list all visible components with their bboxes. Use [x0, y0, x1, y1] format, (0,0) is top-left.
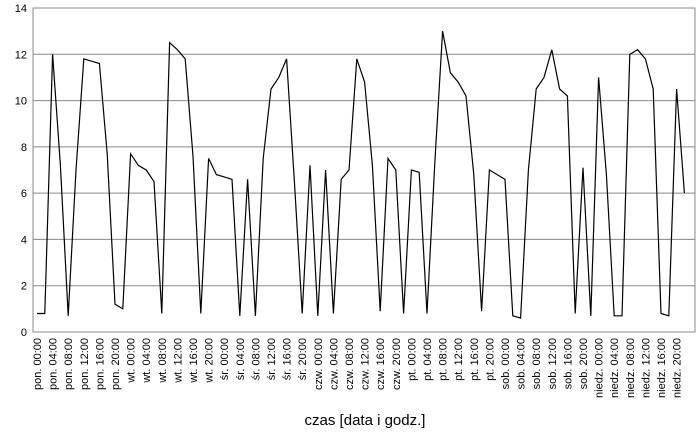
x-tick-label: wt. 00:00 — [126, 338, 138, 384]
x-tick-label: pt. 20:00 — [484, 338, 496, 381]
x-tick-label: sob. 12:00 — [547, 338, 559, 389]
x-tick-label: pon. 08:00 — [63, 338, 75, 390]
x-tick-label: wt. 20:00 — [204, 338, 216, 384]
x-tick-label: czw. 00:00 — [313, 338, 325, 390]
x-tick-label: pon. 00:00 — [32, 338, 44, 390]
x-tick-label: pon. 12:00 — [79, 338, 91, 390]
x-tick-label: niedz. 04:00 — [609, 338, 621, 398]
y-tick-label: 0 — [21, 327, 27, 339]
x-tick-label: czw. 04:00 — [328, 338, 340, 390]
x-tick-label: czw. 08:00 — [344, 338, 356, 390]
x-tick-label: pon. 16:00 — [94, 338, 106, 390]
x-tick-label: pon. 20:00 — [110, 338, 122, 390]
x-axis-label: czas [data i godz.] — [305, 412, 426, 429]
x-tick-label: wt. 16:00 — [188, 338, 200, 384]
x-tick-label: pt. 04:00 — [422, 338, 434, 381]
y-tick-label: 2 — [21, 281, 27, 293]
x-tick-label: wt. 04:00 — [141, 338, 153, 384]
y-tick-label: 10 — [15, 96, 27, 108]
x-tick-label: sob. 00:00 — [500, 338, 512, 389]
x-tick-label: wt. 08:00 — [157, 338, 169, 384]
x-tick-label: sob. 04:00 — [516, 338, 528, 389]
x-tick-label: śr. 20:00 — [297, 338, 309, 380]
x-tick-label: czw. 12:00 — [360, 338, 372, 390]
y-tick-label: 4 — [21, 234, 27, 246]
y-tick-label: 12 — [15, 49, 27, 61]
x-tick-label: niedz. 20:00 — [672, 338, 684, 398]
x-tick-label: sob. 08:00 — [531, 338, 543, 389]
x-tick-label: czw. 20:00 — [391, 338, 403, 390]
y-tick-label: 6 — [21, 188, 27, 200]
x-tick-label: śr. 12:00 — [266, 338, 278, 380]
x-tick-label: pt. 12:00 — [453, 338, 465, 381]
x-tick-label: niedz. 08:00 — [625, 338, 637, 398]
x-tick-label: pt. 00:00 — [406, 338, 418, 381]
x-tick-label: śr. 08:00 — [250, 338, 262, 380]
x-tick-label: sob. 20:00 — [578, 338, 590, 389]
x-tick-label: niedz. 16:00 — [656, 338, 668, 398]
x-tick-label: śr. 04:00 — [235, 338, 247, 380]
x-tick-label: pt. 16:00 — [469, 338, 481, 381]
x-tick-label: pon. 04:00 — [48, 338, 60, 390]
x-tick-label: wt. 12:00 — [172, 338, 184, 384]
x-tick-label: sob. 16:00 — [562, 338, 574, 389]
data-line — [37, 30, 685, 319]
y-tick-label: 8 — [21, 142, 27, 154]
x-tick-label: pt. 08:00 — [438, 338, 450, 381]
x-tick-label: śr. 00:00 — [219, 338, 231, 380]
x-tick-label: niedz. 12:00 — [640, 338, 652, 398]
plot-frame — [32, 7, 696, 333]
y-tick-label: 14 — [15, 3, 27, 15]
x-tick-label: niedz. 00:00 — [594, 338, 606, 398]
x-tick-label: czw. 16:00 — [375, 338, 387, 390]
x-tick-label: śr. 16:00 — [282, 338, 294, 380]
